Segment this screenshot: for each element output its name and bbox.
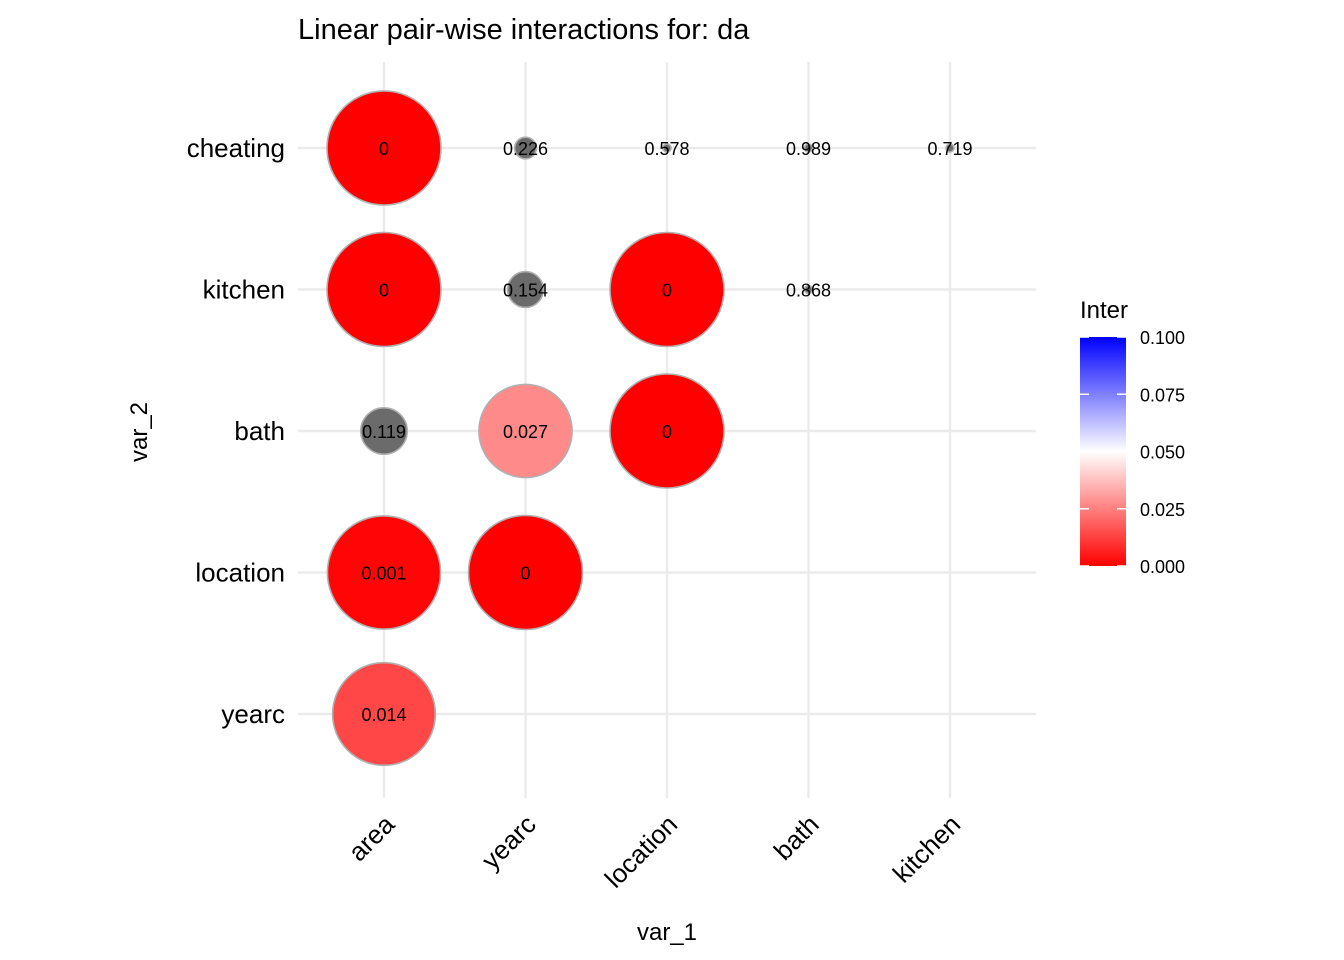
color-legend: Inter 0.000 0.025 0.050 0.075 0.100: [1080, 297, 1185, 577]
y-axis-ticks: yearc location bath kitchen cheating: [187, 133, 285, 729]
bubble-area-bath: [359, 406, 409, 456]
y-tick-label: bath: [234, 416, 285, 446]
bubble-location-cheating: [662, 143, 672, 153]
y-tick-label: kitchen: [203, 275, 285, 305]
bubble-label: 0.001: [361, 564, 406, 584]
y-tick-label: cheating: [187, 133, 285, 163]
y-tick-label: location: [195, 558, 285, 588]
y-tick-label: yearc: [221, 699, 285, 729]
legend-tick-label: 0.050: [1140, 443, 1185, 463]
bubble-yearc-cheating: [513, 136, 538, 160]
legend-ticks: 0.000 0.025 0.050 0.075 0.100: [1080, 328, 1185, 577]
chart-title: Linear pair-wise interactions for: da: [298, 14, 750, 46]
legend-title: Inter: [1080, 297, 1128, 324]
bubble-area-kitchen: [326, 231, 442, 348]
bubble-label: 0.578: [644, 139, 689, 159]
x-tick-label: yearc: [476, 809, 542, 875]
x-tick-label: area: [342, 809, 400, 867]
x-tick-label: kitchen: [887, 809, 966, 888]
legend-tick-label: 0.100: [1140, 328, 1185, 348]
bubble-yearc-kitchen: [506, 270, 545, 309]
bubble-label: 0.719: [927, 139, 972, 159]
legend-tick-label: 0.075: [1140, 385, 1185, 405]
bubble-label: 0.119: [362, 422, 406, 442]
legend-tick-label: 0.000: [1140, 557, 1185, 577]
bubble-label: 0.868: [786, 281, 831, 301]
bubble-label: 0: [379, 139, 389, 159]
bubble-label: 0.154: [503, 281, 548, 301]
bubble-label: 0: [379, 281, 389, 301]
x-axis-title: var_1: [637, 919, 697, 946]
bubble-label: 0: [520, 564, 530, 584]
bubbles: [326, 90, 955, 767]
x-tick-label: location: [599, 809, 684, 894]
bubble-area-location: [326, 515, 442, 630]
bubble-label: 0.014: [361, 705, 406, 725]
legend-tick-label: 0.025: [1140, 500, 1185, 520]
bubble-labels: 0 0.226 0.578 0.989 0.719 0 0.154 0 0.868 0.119 0.…: [361, 139, 972, 725]
bubble-label: 0.989: [786, 139, 831, 159]
bubble-area-cheating: [326, 90, 442, 206]
x-tick-label: bath: [768, 809, 825, 866]
bubble-kitchen-cheating: [945, 143, 955, 153]
x-axis-ticks: area yearc location bath kitchen: [342, 809, 966, 894]
bubble-location-kitchen: [609, 231, 725, 348]
bubble-label: 0: [662, 422, 672, 442]
bubble-location-bath: [609, 373, 725, 489]
bubble-bath-kitchen: [803, 284, 814, 295]
bubble-bath-cheating: [803, 143, 814, 153]
bubble-label: 0.226: [503, 139, 548, 159]
bubble-label: 0: [662, 281, 672, 301]
bubble-yearc-bath: [478, 383, 573, 479]
y-axis-title: var_2: [126, 402, 153, 462]
bubble-area-yearc: [331, 661, 437, 767]
bubble-label: 0.027: [503, 422, 548, 442]
bubble-yearc-location: [467, 514, 584, 631]
